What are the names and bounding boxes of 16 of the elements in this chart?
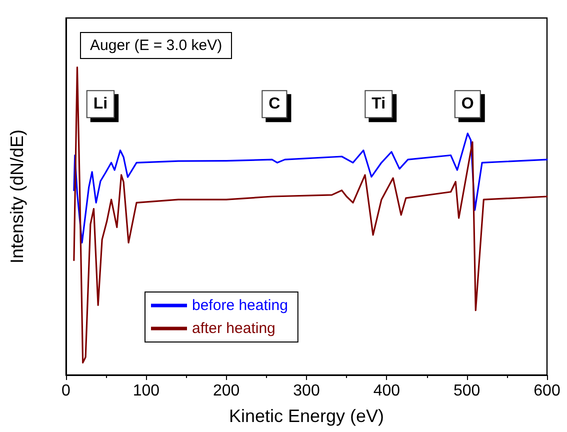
annotation: Li	[93, 96, 108, 113]
legend-label: before heating	[192, 297, 288, 314]
x-tick-label: 0	[62, 382, 71, 400]
annotation: C	[268, 96, 281, 113]
annotation: Ti	[372, 96, 386, 113]
y-axis-title: Intensity (dN/dE)	[7, 129, 27, 264]
x-axis-title: Kinetic Energy (eV)	[228, 406, 384, 426]
annotation: O	[461, 96, 474, 113]
x-tick-label: 300	[293, 382, 320, 400]
chart-title: Auger (E = 3.0 keV)	[90, 37, 222, 54]
x-tick-label: 200	[212, 382, 240, 400]
legend-label: after heating	[192, 320, 276, 337]
x-tick-label: 400	[373, 382, 400, 400]
x-tick-label: 100	[132, 382, 160, 400]
x-tick-label: 500	[453, 382, 480, 400]
x-tick-label: 600	[534, 382, 560, 400]
